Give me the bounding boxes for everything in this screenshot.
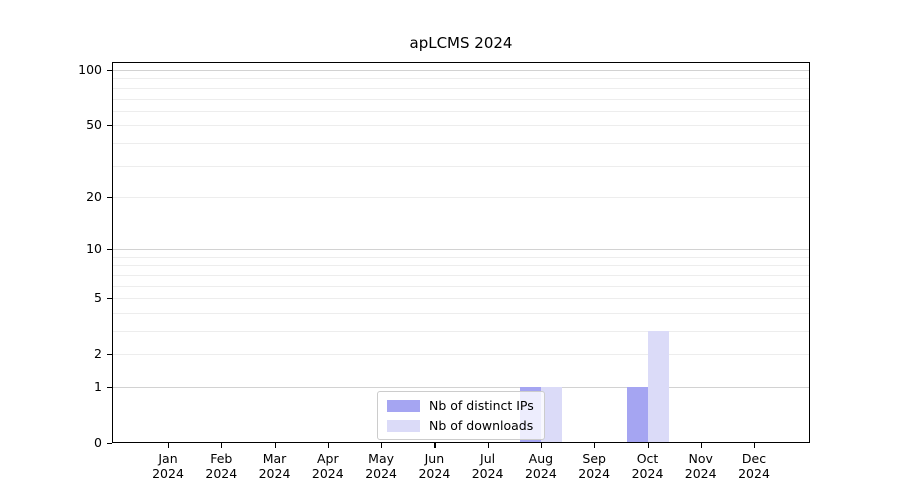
x-axis-tick-label: Jun 2024: [418, 451, 451, 481]
x-axis-tick-label: Apr 2024: [311, 451, 344, 481]
y-axis-tick: [107, 387, 112, 389]
y-axis-tick-label: 10: [86, 241, 102, 257]
x-axis-tick: [540, 443, 543, 448]
y-axis-tick-label: 50: [86, 117, 102, 133]
major-gridline: [113, 249, 809, 251]
x-axis-tick-label: Feb 2024: [205, 451, 238, 481]
y-axis-tick: [107, 70, 112, 72]
major-gridline: [113, 70, 809, 71]
x-axis-tick: [594, 443, 596, 448]
x-axis-tick: [327, 443, 329, 448]
x-axis-tick: [487, 443, 489, 448]
legend-swatch-distinct-ips: [387, 399, 420, 412]
x-axis-tick: [221, 443, 223, 448]
minor-gridline: [113, 125, 809, 127]
x-axis-tick-label: Oct 2024: [631, 451, 664, 481]
x-axis-tick-label: Jul 2024: [471, 451, 504, 481]
minor-gridline: [113, 165, 809, 167]
minor-gridline: [113, 142, 809, 144]
major-gridline: [113, 387, 809, 388]
x-axis-tick: [700, 443, 702, 448]
x-axis-tick: [434, 443, 436, 448]
legend-item-distinct-ips: Nb of distinct IPs: [387, 398, 534, 413]
legend: Nb of distinct IPs Nb of downloads: [377, 391, 545, 440]
y-axis-tick-label: 1: [94, 379, 102, 394]
x-axis-tick: [381, 443, 383, 448]
minor-gridline: [113, 265, 809, 267]
x-axis-tick: [754, 443, 756, 448]
y-axis-tick: [107, 249, 112, 251]
minor-gridline: [113, 87, 809, 89]
minor-gridline: [113, 331, 809, 332]
bar-downloads: [540, 387, 562, 443]
x-axis-tick-label: Dec 2024: [738, 451, 770, 481]
y-axis-tick-label: 20: [86, 188, 102, 204]
legend-label-downloads: Nb of downloads: [429, 418, 534, 433]
legend-swatch-downloads: [387, 419, 420, 432]
bar-distinct-ips: [626, 387, 648, 443]
x-axis-tick: [647, 443, 649, 448]
minor-gridline: [113, 298, 809, 300]
minor-gridline: [113, 196, 809, 198]
minor-gridline: [113, 354, 809, 356]
x-axis-tick-label: May 2024: [365, 451, 397, 481]
plot-area: [112, 62, 810, 443]
y-axis-tick: [107, 125, 112, 127]
minor-gridline: [113, 274, 809, 276]
y-axis-tick: [107, 196, 112, 199]
minor-gridline: [113, 256, 809, 258]
y-axis-tick-label: 0: [94, 435, 102, 450]
minor-gridline: [113, 285, 809, 287]
y-axis-tick: [107, 298, 112, 300]
x-axis-tick-label: Sep 2024: [578, 451, 611, 481]
y-axis-tick: [107, 443, 112, 445]
x-axis-tick: [168, 443, 170, 448]
minor-gridline: [113, 110, 809, 112]
legend-item-downloads: Nb of downloads: [387, 418, 534, 433]
legend-label-distinct-ips: Nb of distinct IPs: [429, 398, 534, 413]
minor-gridline: [113, 312, 809, 314]
chart-title: apLCMS 2024: [409, 34, 513, 52]
x-axis-tick-label: Nov 2024: [684, 451, 717, 481]
x-axis-tick-label: Aug 2024: [524, 451, 557, 481]
minor-gridline: [113, 78, 809, 80]
minor-gridline: [113, 98, 809, 100]
y-axis-tick-label: 2: [94, 346, 102, 362]
x-axis-tick-label: Jan 2024: [152, 451, 184, 481]
x-axis-tick: [274, 443, 276, 448]
y-axis-tick-label: 100: [78, 62, 102, 77]
bar-downloads: [647, 331, 669, 443]
y-axis-tick-label: 5: [94, 290, 102, 306]
x-axis-tick-label: Mar 2024: [258, 451, 291, 481]
y-axis-tick: [107, 354, 112, 356]
